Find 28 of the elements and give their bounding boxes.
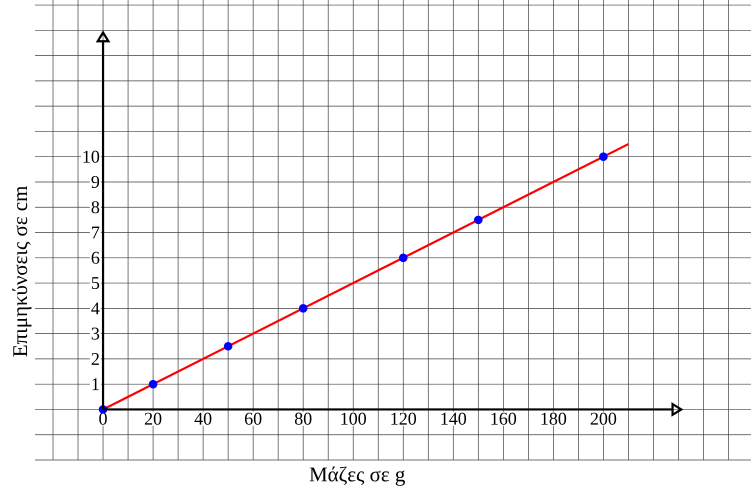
x-tick-label: 80 [294,412,312,425]
point [224,342,232,351]
x-tick-label: 100 [341,412,366,425]
point [599,152,608,161]
y-axis-title: Επιμηκύνσεις σε cm [12,186,32,357]
point [474,216,483,224]
y-tick-label: 5 [92,277,100,290]
x-tick-label: 20 [144,412,162,425]
y-tick-label: 7 [92,226,100,238]
x-tick-label: 200 [590,412,616,425]
point [298,304,308,313]
y-tick-label: 6 [92,252,100,264]
y-tick-label: 2 [92,352,99,365]
point [398,254,408,262]
y-tick-label: 4 [91,302,100,314]
x-tick-label: 160 [491,412,516,425]
y-tick-label: 1 [92,378,99,390]
y-tick-label: 3 [92,328,100,340]
y-tick-label: 8 [92,201,100,214]
x-tick-label: 40 [194,412,212,425]
y-tick-label: 10 [83,150,100,163]
x-tick-label: 140 [441,412,466,425]
point [148,380,158,388]
x-tick-label: 60 [244,412,262,425]
x-tick-label: 120 [391,412,416,425]
x-axis-title: Μάζες σε g [310,466,405,486]
x-tick-label: 180 [541,412,566,425]
y-tick-label: 9 [91,176,100,188]
